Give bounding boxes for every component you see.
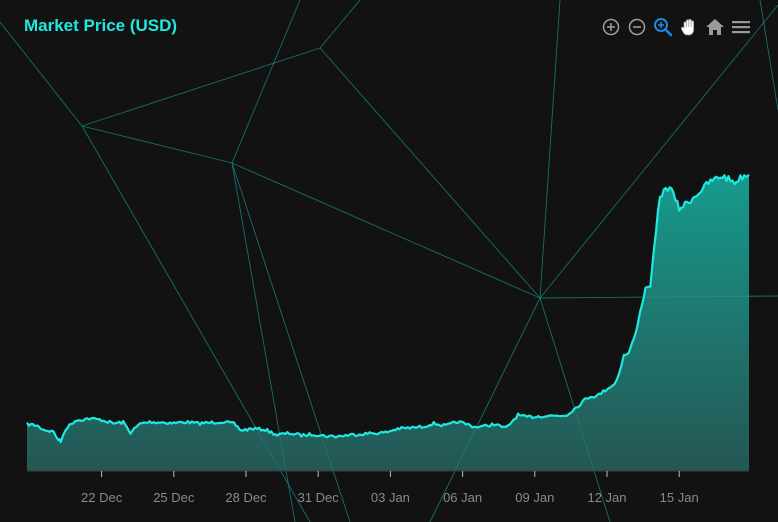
mesh-line (429, 297, 541, 522)
x-tick-label: 28 Dec (225, 490, 267, 505)
mesh-line (759, 0, 778, 111)
menu-icon[interactable] (730, 16, 752, 38)
chart-toolbar (600, 16, 752, 38)
chart-title: Market Price (USD) (24, 16, 178, 35)
price-series-line (26, 173, 750, 444)
price-area-fill (27, 174, 749, 471)
selection-zoom-icon[interactable] (652, 16, 674, 38)
x-tick-label: 25 Dec (153, 490, 195, 505)
x-tick-label: 09 Jan (515, 490, 554, 505)
x-tick-label: 15 Jan (660, 490, 699, 505)
mesh-line (539, 4, 778, 299)
plot-area (26, 173, 750, 471)
mesh-line (81, 125, 233, 164)
zoom-in-icon[interactable] (600, 16, 622, 38)
zoom-out-icon[interactable] (626, 16, 648, 38)
x-tick-label: 31 Dec (298, 490, 340, 505)
mesh-line (539, 0, 561, 299)
mesh-line (319, 47, 541, 299)
mesh-line (81, 47, 321, 127)
reset-home-icon[interactable] (704, 16, 726, 38)
x-tick-label: 03 Jan (371, 490, 410, 505)
mesh-line (231, 162, 541, 299)
x-tick-label: 12 Jan (587, 490, 626, 505)
mesh-line (231, 0, 301, 164)
x-tick-label: 06 Jan (443, 490, 482, 505)
mesh-line (0, 21, 83, 127)
pan-icon[interactable] (678, 16, 700, 38)
mesh-line (319, 0, 361, 49)
x-tick-label: 22 Dec (81, 490, 123, 505)
x-axis: 22 Dec 25 Dec 28 Dec 31 Dec 03 Jan 06 Jan 09 J… (27, 470, 749, 505)
